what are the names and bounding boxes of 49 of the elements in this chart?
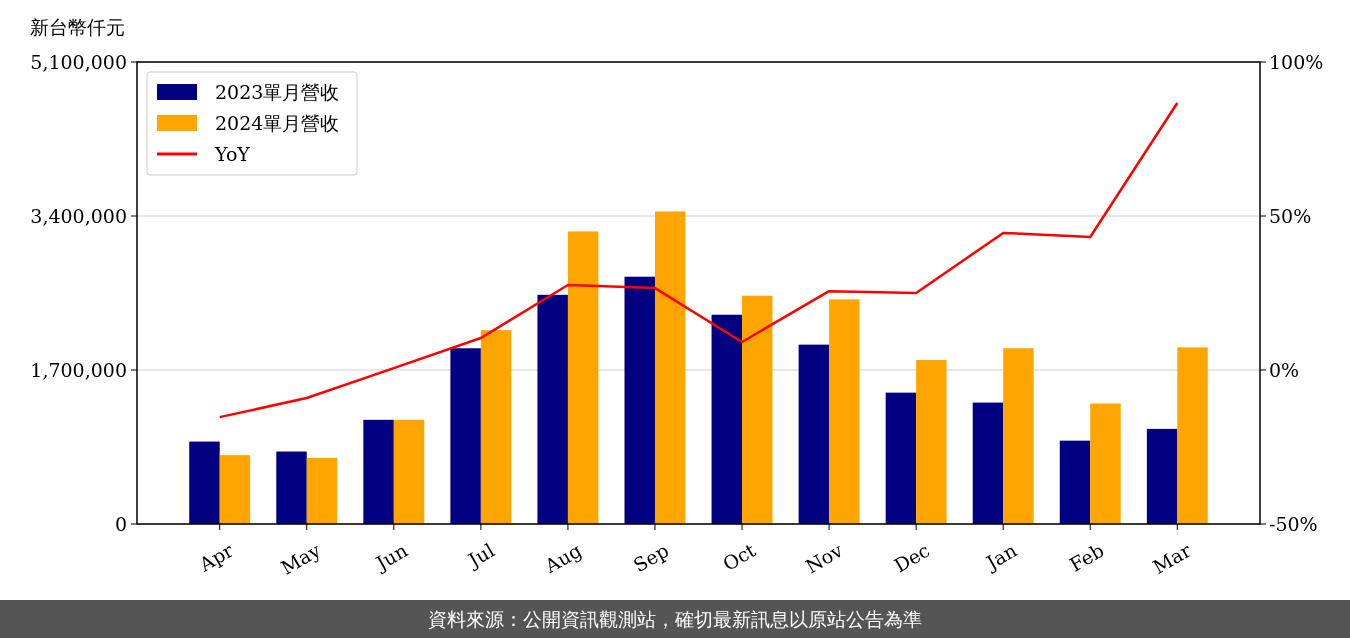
bar (1177, 347, 1208, 524)
x-tick-label: Sep (629, 538, 673, 577)
y-tick-label: 3,400,000 (30, 205, 127, 227)
y-tick-label: 1,700,000 (30, 359, 127, 381)
y2-tick-label: 100% (1269, 51, 1324, 73)
y-tick-label: 5,100,000 (30, 51, 127, 73)
bar (885, 392, 917, 524)
y2-tick-label: -50% (1269, 513, 1318, 535)
x-tick-label: Jul (462, 538, 499, 572)
bar (829, 299, 860, 524)
bar (219, 455, 251, 524)
bar (624, 276, 655, 524)
x-tick-label: Dec (890, 538, 934, 577)
source-note: 資料來源：公開資訊觀測站，確切最新訊息以原站公告為準 (428, 608, 922, 630)
bar (567, 231, 599, 524)
bar (1090, 403, 1121, 524)
legend-label: 2023單月營收 (215, 81, 340, 103)
bar (654, 211, 686, 524)
bar (711, 314, 743, 524)
x-tick-label: Jan (980, 538, 1021, 575)
y2-tick-label: 0% (1269, 359, 1300, 381)
y-axis-title: 新台幣仟元 (30, 16, 125, 38)
bar (1146, 428, 1178, 524)
y-tick-label: 0 (114, 513, 127, 535)
x-tick-label: Jun (370, 538, 412, 575)
bar (916, 360, 947, 524)
legend-label: YoY (214, 143, 251, 165)
bar (537, 294, 568, 524)
bar (1003, 348, 1034, 524)
y2-tick-label: 50% (1269, 205, 1312, 227)
x-tick-label: May (276, 538, 325, 579)
x-tick-label: Feb (1065, 538, 1108, 576)
bar (189, 441, 220, 524)
bar (1059, 440, 1091, 524)
bar (480, 330, 512, 524)
x-tick-label: Aug (540, 538, 586, 578)
x-tick-label: Oct (718, 538, 760, 575)
bar (798, 344, 830, 524)
bar (393, 419, 425, 524)
x-tick-label: Mar (1148, 538, 1196, 578)
bar (306, 457, 338, 524)
bar (972, 402, 1004, 524)
bar (450, 348, 481, 524)
x-tick-label: Nov (801, 538, 847, 578)
x-tick-label: Apr (194, 538, 238, 576)
legend-label: 2024單月營收 (215, 112, 340, 134)
bar (276, 451, 307, 524)
bar (742, 295, 773, 524)
bar (363, 419, 394, 524)
